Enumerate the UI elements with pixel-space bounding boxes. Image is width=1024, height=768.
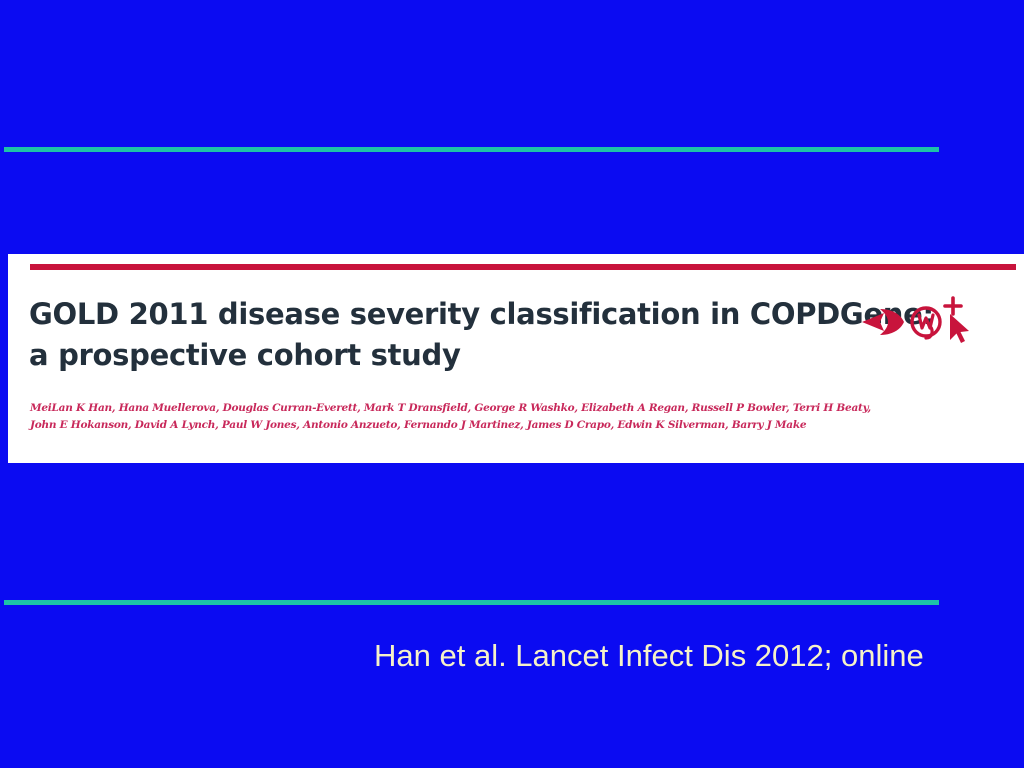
- article-author-list: MeiLan K Han, Hana Muellerova, Douglas C…: [30, 400, 980, 434]
- lancet-logo-svg: [862, 296, 969, 343]
- article-authors-line-1: MeiLan K Han, Hana Muellerova, Douglas C…: [30, 402, 871, 414]
- top-divider-rule: [4, 147, 939, 152]
- article-header-panel: GOLD 2011 disease severity classificatio…: [8, 254, 1024, 463]
- article-title-line-1: GOLD 2011 disease severity classificatio…: [29, 297, 934, 331]
- bottom-divider-rule: [4, 600, 939, 605]
- article-authors-line-2: John E Hokanson, David A Lynch, Paul W J…: [30, 419, 807, 431]
- article-top-red-rule: [30, 264, 1016, 270]
- citation-caption: Han et al. Lancet Infect Dis 2012; onlin…: [374, 638, 924, 673]
- arrow-bird-icon: [862, 309, 904, 335]
- article-title-line-2: a prospective cohort study: [29, 338, 461, 372]
- article-title: GOLD 2011 disease severity classificatio…: [29, 294, 934, 376]
- at-w-circle-icon: [910, 306, 942, 340]
- lancet-crossmark-logo: [860, 296, 972, 352]
- cursor-plus-icon: [943, 296, 969, 343]
